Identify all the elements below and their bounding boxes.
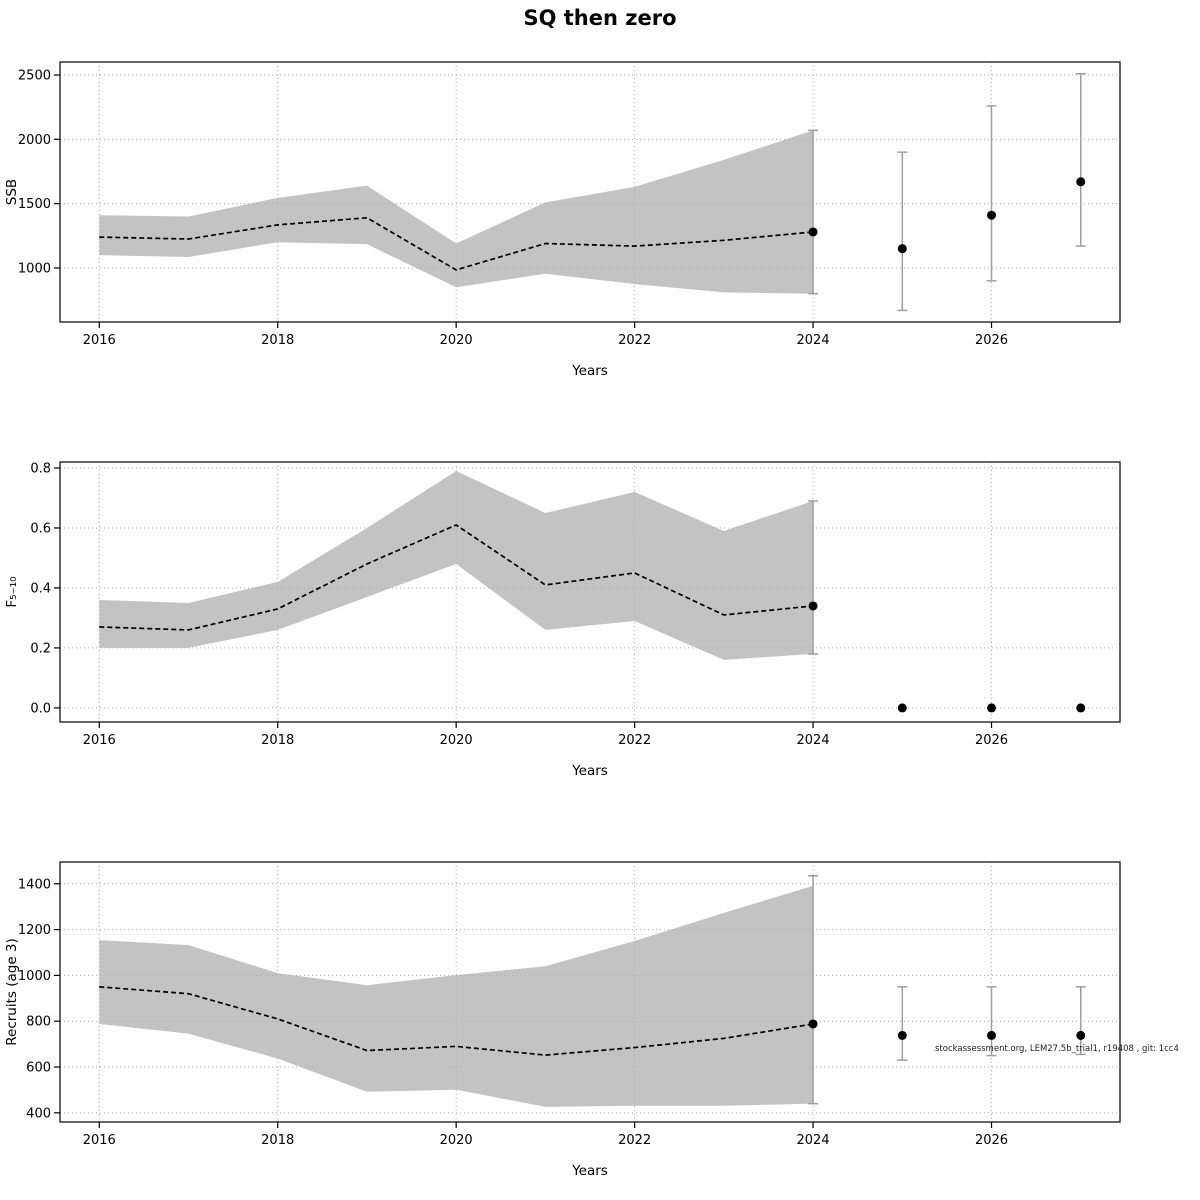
svg-text:2018: 2018: [261, 333, 294, 348]
svg-text:400: 400: [26, 1106, 51, 1121]
svg-text:2024: 2024: [797, 1133, 830, 1148]
chart-title: SQ then zero: [523, 6, 677, 30]
svg-text:2026: 2026: [975, 733, 1008, 748]
svg-text:2500: 2500: [18, 68, 51, 83]
svg-text:2020: 2020: [440, 333, 473, 348]
svg-text:F₅₋₁₀: F₅₋₁₀: [4, 576, 20, 607]
watermark-text: stockassessment.org, LEM27.5b_trial1, r1…: [935, 1044, 1179, 1054]
svg-text:2024: 2024: [797, 333, 830, 348]
svg-text:2000: 2000: [18, 133, 51, 148]
svg-text:1200: 1200: [18, 923, 51, 938]
svg-text:2026: 2026: [975, 333, 1008, 348]
svg-text:800: 800: [26, 1015, 51, 1030]
svg-text:2016: 2016: [83, 733, 116, 748]
svg-text:Years: Years: [571, 1163, 608, 1179]
svg-text:Years: Years: [571, 363, 608, 379]
svg-text:2016: 2016: [83, 333, 116, 348]
svg-text:2022: 2022: [618, 333, 651, 348]
svg-text:2022: 2022: [618, 1133, 651, 1148]
svg-text:1000: 1000: [18, 261, 51, 276]
svg-text:2018: 2018: [261, 733, 294, 748]
svg-text:0.2: 0.2: [30, 641, 51, 656]
svg-text:Recruits (age 3): Recruits (age 3): [4, 938, 20, 1046]
svg-text:0.4: 0.4: [30, 581, 51, 596]
svg-text:Years: Years: [571, 763, 608, 779]
svg-text:2020: 2020: [440, 1133, 473, 1148]
svg-text:2022: 2022: [618, 733, 651, 748]
svg-text:1500: 1500: [18, 197, 51, 212]
svg-text:0.8: 0.8: [30, 461, 51, 476]
svg-text:0.6: 0.6: [30, 521, 51, 536]
svg-text:2018: 2018: [261, 1133, 294, 1148]
svg-text:SSB: SSB: [4, 179, 20, 205]
svg-text:2026: 2026: [975, 1133, 1008, 1148]
svg-text:2020: 2020: [440, 733, 473, 748]
svg-text:2024: 2024: [797, 733, 830, 748]
svg-text:0.0: 0.0: [30, 701, 51, 716]
svg-text:1400: 1400: [18, 877, 51, 892]
svg-text:600: 600: [26, 1061, 51, 1076]
svg-text:1000: 1000: [18, 969, 51, 984]
svg-text:2016: 2016: [83, 1133, 116, 1148]
